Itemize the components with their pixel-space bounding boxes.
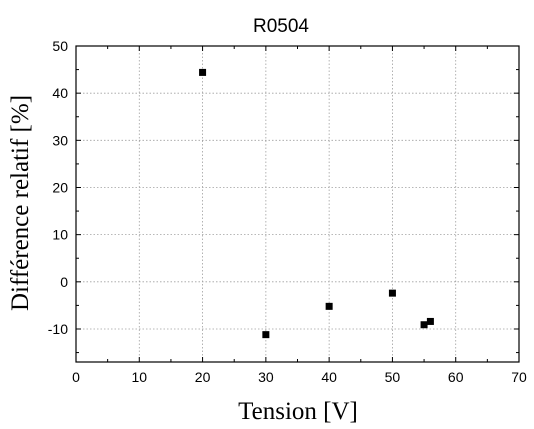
x-tick-label-0: 0 [72,369,80,385]
y-axis-label: Différence relatif [%] [7,95,34,311]
x-axis-label: Tension [V] [238,398,358,425]
y-tick-label-4: 30 [52,132,68,148]
grid-lines [76,46,519,362]
x-tick-label-4: 40 [321,369,337,385]
y-tick-label-0: -10 [48,321,68,337]
y-tick-label-5: 40 [52,85,68,101]
x-tick-label-5: 50 [385,369,401,385]
x-tick-label-7: 70 [511,369,527,385]
data-point [388,289,396,297]
data-point [426,317,434,325]
y-tick-label-3: 20 [52,179,68,195]
x-axis-ticks: 0 10 20 30 40 50 60 70 [72,46,527,385]
data-point [262,331,270,339]
data-point [325,302,333,310]
x-tick-label-2: 20 [195,369,211,385]
data-points [199,68,434,339]
y-axis-ticks: -10 0 10 20 30 40 50 [48,38,519,354]
data-point [420,321,428,329]
x-tick-label-6: 60 [448,369,464,385]
chart-title: R0504 [253,16,309,37]
x-tick-label-1: 10 [131,369,147,385]
y-tick-label-1: 0 [60,274,68,290]
data-point [199,68,207,76]
x-tick-label-3: 30 [258,369,274,385]
y-tick-label-6: 50 [52,38,68,54]
y-tick-label-2: 10 [52,227,68,243]
